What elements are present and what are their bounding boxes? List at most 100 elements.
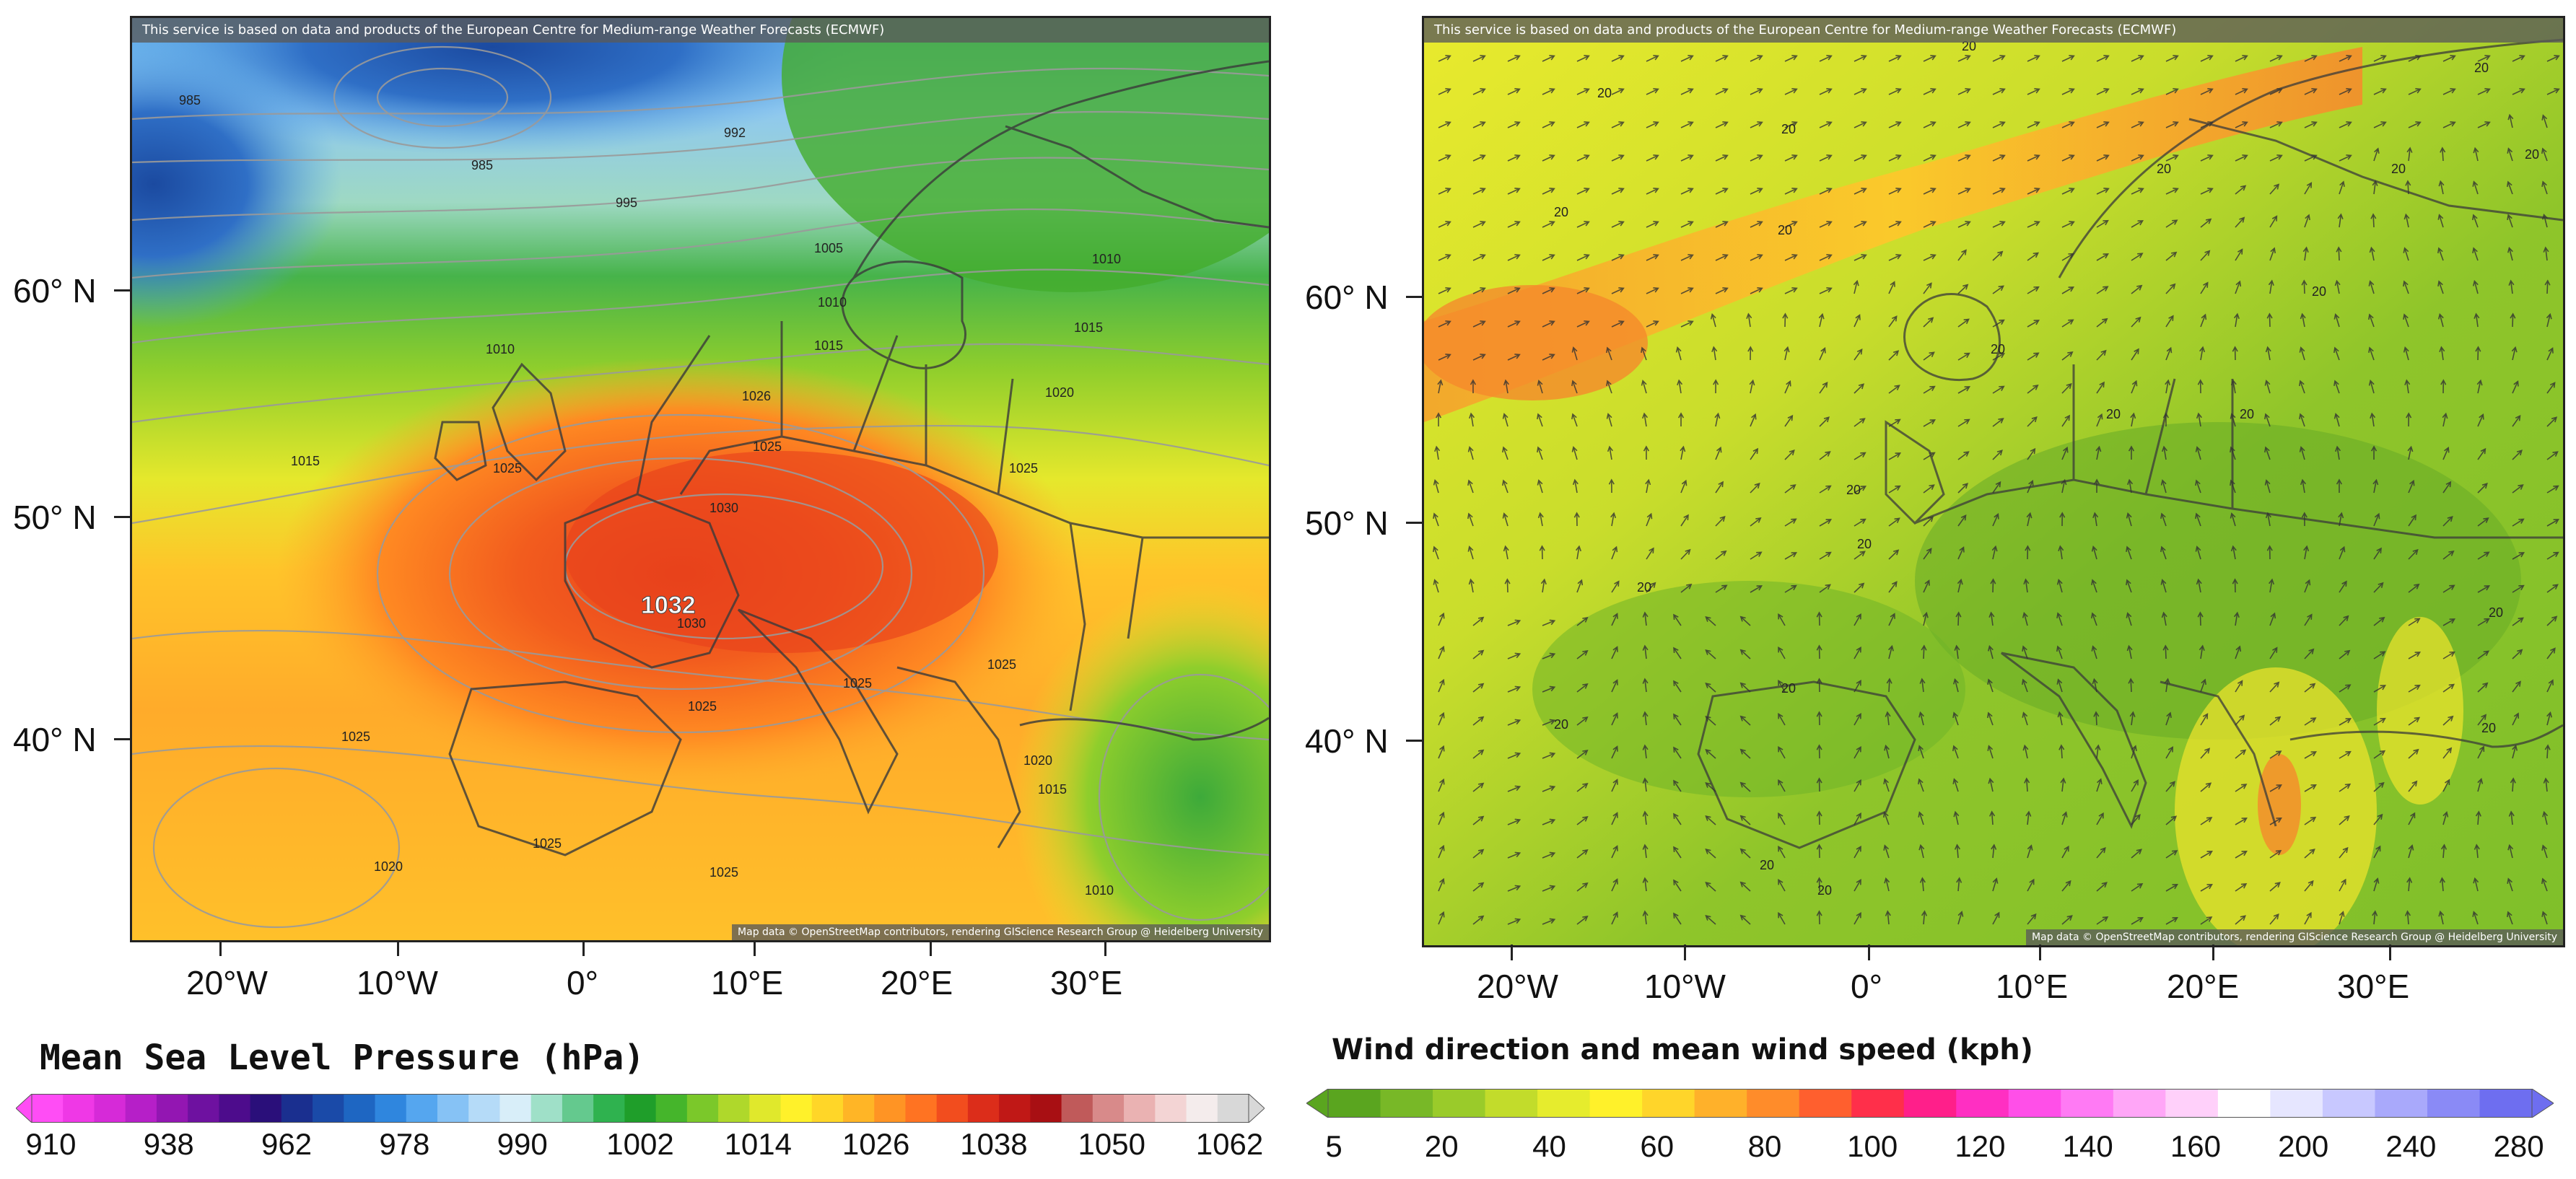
wind-arrow — [1923, 419, 1937, 427]
wind-arrow — [2027, 479, 2034, 494]
wind-arrow — [1747, 346, 1754, 361]
wind-arrow — [1921, 644, 1927, 659]
wind-arrow — [2507, 877, 2513, 892]
lat-tick — [1406, 522, 1422, 524]
wind-arrow — [1952, 711, 1959, 726]
wind-arrow — [1468, 578, 1475, 593]
wind-arrow — [1645, 478, 1651, 494]
wind-arrow — [1680, 445, 1686, 460]
wind-arrow — [1991, 843, 1997, 859]
colorbar-label: 40 — [1532, 1129, 1566, 1163]
isobar-label: 1025 — [341, 729, 370, 744]
wind-arrow — [2027, 88, 2040, 95]
wind-arrow — [1507, 287, 1521, 294]
isobar-label: 1015 — [814, 338, 843, 353]
wind-arrow — [2096, 219, 2109, 228]
wind-arrow — [2440, 379, 2447, 394]
speed-label: 20 — [2106, 407, 2121, 421]
wind-arrow — [1642, 777, 1649, 792]
lat-label: 40° N — [1305, 722, 1389, 760]
isobar-label: 1010 — [486, 342, 515, 356]
wind-arrow — [2026, 512, 2033, 527]
colorbar-swatch — [843, 1094, 875, 1123]
colorbar-label: 1050 — [1078, 1127, 1145, 1161]
wind-arrow — [2096, 188, 2110, 195]
colorbar-swatch — [125, 1094, 157, 1123]
wind-arrow — [1778, 845, 1786, 859]
wind-arrow — [2477, 517, 2489, 527]
colorbar-swatch — [499, 1094, 532, 1123]
colorbar-label: 160 — [2170, 1129, 2221, 1163]
wind-arrow — [1711, 346, 1718, 361]
wind-arrow — [1507, 320, 1521, 328]
colorbar-swatch — [2427, 1089, 2480, 1118]
wind-arrow — [2442, 683, 2455, 693]
wind-arrow — [1542, 221, 1555, 228]
wind-arrow — [1923, 221, 1937, 228]
wind-arrow — [1542, 719, 1556, 726]
wind-arrow — [1507, 918, 1521, 925]
wind-arrow — [2473, 877, 2479, 892]
wind-arrow — [1778, 745, 1786, 759]
wind-arrow — [2235, 818, 2248, 825]
lon-tick — [2212, 944, 2214, 960]
wind-arrow — [2440, 843, 2448, 859]
wind-arrow — [1470, 379, 1476, 394]
wind-arrow — [1673, 647, 1682, 659]
osm-attribution: Map data © OpenStreetMap contributors, r… — [732, 924, 1269, 940]
wind-arrow — [1957, 911, 1964, 925]
wind-arrow — [1715, 550, 1727, 560]
colorbar-swatch — [624, 1094, 657, 1123]
wind-arrow — [2096, 55, 2110, 62]
wind-arrow — [2373, 582, 2384, 593]
wind-arrow — [1886, 678, 1892, 693]
wind-arrow — [2477, 413, 2484, 427]
wind-arrow — [1576, 783, 1589, 792]
wind-arrow — [2165, 154, 2179, 162]
lat-label: 40° N — [13, 721, 97, 758]
wind-arrow — [1713, 379, 1719, 394]
wind-arrow — [2027, 878, 2035, 892]
wind-arrow — [2339, 545, 2346, 560]
wind-arrow — [2165, 379, 2171, 394]
wind-arrow — [2304, 911, 2312, 925]
speed-label: 20 — [1857, 537, 1872, 551]
wind-arrow — [1435, 412, 1442, 427]
wind-arrow — [2265, 512, 2271, 527]
wind-arrow — [1438, 745, 1445, 759]
wind-arrow — [2269, 716, 2282, 726]
wind-arrow — [1739, 649, 1751, 659]
wind-arrow — [2096, 778, 2103, 792]
wind-arrow — [2546, 615, 2558, 626]
isobar-label: 1025 — [1009, 461, 1038, 475]
wind-arrow — [2061, 446, 2069, 460]
wind-arrow — [1705, 848, 1716, 859]
speed-label: 20 — [2525, 147, 2539, 162]
wind-arrow — [2373, 121, 2387, 128]
wind-arrow — [1923, 579, 1930, 593]
wind-arrow — [2408, 780, 2418, 792]
wind-arrow — [1884, 877, 1890, 892]
wind-arrow — [1680, 320, 1694, 328]
wind-arrow — [2442, 481, 2452, 494]
wind-arrow — [1438, 877, 1445, 892]
wind-arrow — [2373, 651, 2386, 659]
isobar-label: 1025 — [710, 865, 738, 880]
wind-arrow — [1784, 484, 1796, 494]
wind-arrow — [1956, 877, 1962, 892]
wind-arrow — [2477, 551, 2490, 560]
wind-arrow — [1923, 55, 1937, 62]
wind-arrow — [2127, 478, 2134, 494]
wind-arrow — [2096, 847, 2106, 859]
wind-arrow — [2338, 512, 2344, 527]
wind-field: 20 20 20 20 20 20 20 20 20 20 20 20 20 2… — [1424, 18, 2563, 945]
wind-arrow — [1918, 745, 1924, 759]
wind-arrow — [1750, 121, 1763, 128]
wind-arrow — [1854, 679, 1861, 693]
wind-arrow — [1542, 652, 1556, 659]
wind-arrow — [1576, 287, 1590, 294]
wind-arrow — [2061, 286, 2075, 294]
lat-label: 50° N — [13, 499, 97, 536]
wind-arrow — [1888, 55, 1902, 62]
wind-arrow — [1438, 844, 1445, 859]
